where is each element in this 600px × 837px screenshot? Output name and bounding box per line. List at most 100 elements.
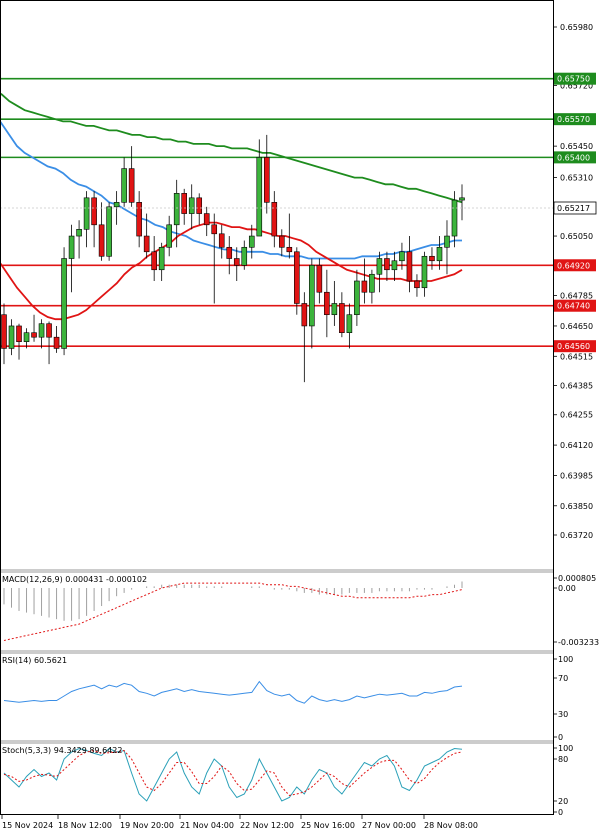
price-tick-label: 0.64515 [560, 352, 593, 361]
level-label-box [554, 72, 596, 85]
rsi-line [3, 680, 463, 704]
candle [421, 251, 428, 297]
candle-body [451, 199, 458, 237]
candlesticks [1, 134, 465, 383]
candle [76, 220, 82, 259]
rsi-tick-label: 30 [558, 710, 568, 719]
price-tick-label: 0.64120 [560, 441, 593, 450]
candle-body [256, 157, 263, 237]
candle-body [23, 332, 30, 342]
candle [399, 242, 405, 270]
candle-body [196, 197, 203, 214]
macd-panel: MACD(12,26,9) 0.000431 -0.000102 0.00080… [0, 569, 599, 647]
stoch-tick-label: 0 [558, 808, 563, 817]
candle [444, 220, 450, 275]
time-tick-label: 15 Nov 2024 [2, 821, 53, 830]
candle-body [1, 314, 7, 349]
candle-body [421, 255, 428, 289]
candle [181, 188, 187, 225]
candle [248, 224, 255, 259]
candle-body [8, 325, 15, 349]
candle-body [31, 332, 37, 338]
candle-body [173, 193, 180, 226]
candle-body [436, 246, 443, 262]
rsi-axis-ticks: 100 70 30 0 [553, 655, 573, 742]
candle-body [331, 303, 338, 316]
candle [294, 247, 300, 315]
candle-body [158, 246, 165, 271]
chart-frame [0, 0, 554, 815]
stoch-title: Stoch(5,3,3) 94.3429 89.6422 [2, 746, 122, 755]
candle-body [106, 206, 112, 257]
candle [98, 202, 105, 261]
price-tick-label: 0.64650 [560, 322, 593, 331]
candle-body [181, 193, 187, 214]
stoch-k-line [3, 747, 463, 802]
candle-body [271, 202, 278, 237]
candle [384, 251, 390, 281]
price-tick-label: 0.65980 [560, 23, 593, 32]
level-label: 0.65400 [557, 153, 590, 162]
candle [128, 146, 135, 207]
macd-tick-label: 0.000805 [558, 574, 596, 583]
price-tick-label: 0.64385 [560, 382, 593, 391]
candle-body [83, 197, 90, 230]
candle [324, 269, 330, 338]
candle-body [143, 235, 150, 253]
price-tick-label: 0.64785 [560, 292, 593, 301]
candle-body [61, 258, 67, 349]
stoch-tick-label: 80 [558, 755, 568, 764]
candle [354, 269, 360, 326]
candle [301, 292, 308, 383]
candle [61, 247, 67, 356]
level-label-box [554, 299, 596, 312]
time-tick-label: 21 Nov 04:00 [180, 821, 234, 830]
candle [136, 191, 142, 248]
level-label-box [554, 151, 596, 164]
candle [376, 251, 383, 293]
candle [241, 240, 248, 270]
candle [391, 251, 398, 281]
time-axis-ticks: 15 Nov 2024 18 Nov 12:00 19 Nov 20:00 21 No… [1, 815, 478, 830]
level-label-box [554, 113, 596, 126]
candle [414, 274, 420, 297]
candle-body [294, 251, 300, 304]
candle-body [226, 246, 233, 259]
candle-body [316, 264, 323, 293]
candle [121, 157, 127, 207]
rsi-tick-label: 70 [558, 674, 568, 683]
candle-body [391, 260, 398, 271]
price-tick-label: 0.64255 [560, 411, 593, 420]
stoch-panel: Stoch(5,3,3) 94.3429 89.6422 100 80 20 0 [0, 740, 573, 817]
price-tick-label: 0.63850 [560, 502, 593, 511]
candle-body [429, 255, 435, 262]
level-label: 0.65570 [557, 115, 590, 124]
time-tick-label: 25 Nov 16:00 [301, 821, 355, 830]
rsi-tick-label: 0 [558, 733, 563, 742]
current-price-value: 0.65217 [557, 204, 590, 213]
candle [256, 139, 263, 237]
candle [46, 321, 52, 365]
candle [369, 269, 375, 304]
candle [451, 191, 458, 248]
candle-body [324, 291, 330, 316]
stoch-tick-label: 100 [558, 744, 573, 753]
candle [459, 184, 465, 221]
candle [196, 193, 203, 225]
time-tick-label: 19 Nov 20:00 [120, 821, 174, 830]
price-axis-ticks: 0.659800.657200.654500.653100.651800.650… [553, 23, 593, 540]
candle-body [211, 224, 218, 235]
price-tick-label: 0.63720 [560, 531, 593, 540]
candle [188, 184, 195, 230]
candle-body [301, 303, 308, 327]
candle-body [53, 336, 60, 349]
candle-body [218, 233, 225, 248]
candle [309, 258, 315, 349]
candle [83, 191, 90, 248]
stoch-d-line [3, 750, 463, 796]
candle-body [399, 251, 405, 262]
candle-body [444, 235, 450, 248]
candle-body [76, 229, 82, 237]
level-label-box [554, 340, 596, 353]
